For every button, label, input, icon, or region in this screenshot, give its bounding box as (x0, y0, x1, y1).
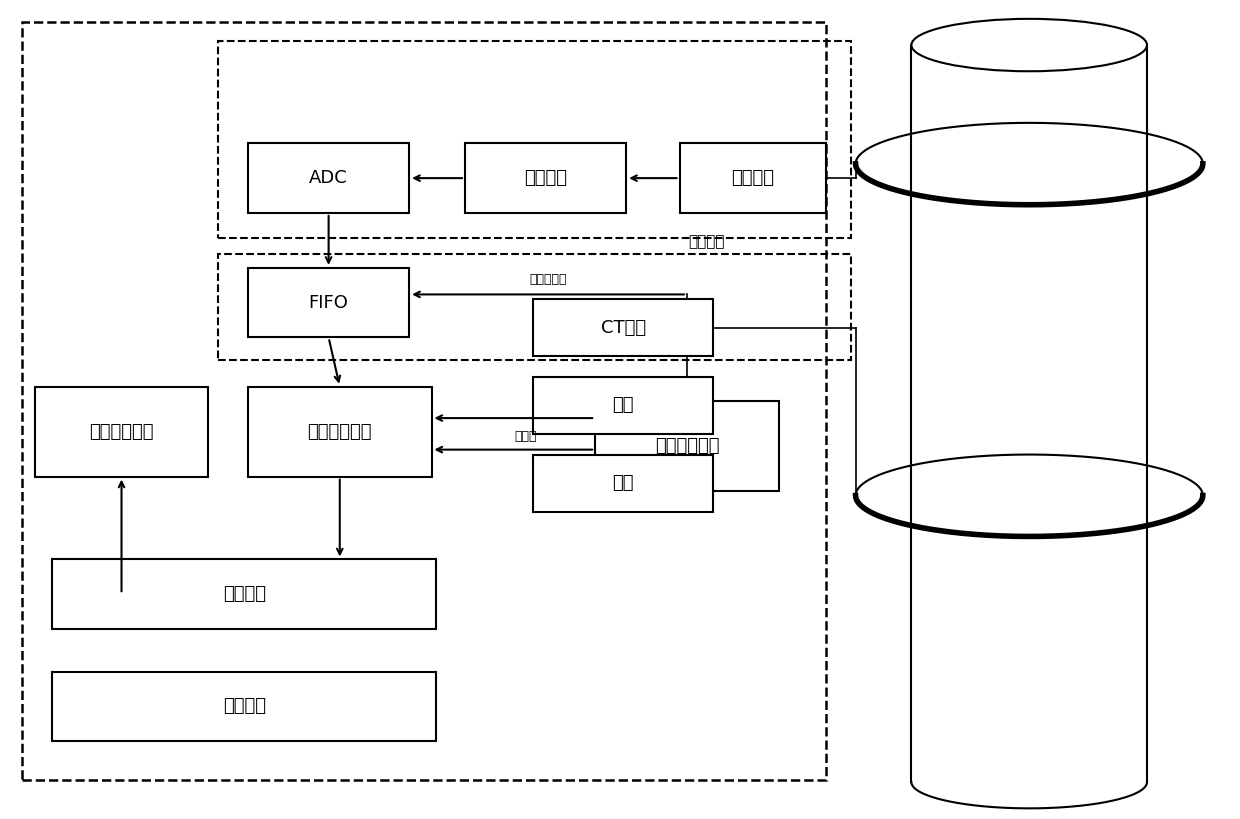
Bar (52, 672, 436, 741)
Bar (680, 143, 826, 213)
Bar (248, 387, 432, 477)
Bar (218, 41, 851, 238)
Bar (595, 401, 779, 491)
Text: CT取电: CT取电 (600, 319, 646, 337)
Ellipse shape (911, 19, 1147, 71)
Bar (465, 143, 626, 213)
Text: 秒同步信号: 秒同步信号 (529, 274, 567, 287)
Bar (533, 299, 713, 356)
Text: 光伏: 光伏 (613, 474, 634, 492)
Text: 电源管理: 电源管理 (223, 698, 265, 715)
Text: 模拟前端: 模拟前端 (525, 170, 567, 187)
Bar (22, 22, 826, 780)
Bar (52, 559, 436, 629)
Bar (533, 455, 713, 512)
Bar (533, 377, 713, 434)
Text: 采样单元: 采样单元 (688, 234, 725, 249)
Text: 电池: 电池 (613, 396, 634, 414)
Text: 时间戳: 时间戳 (515, 430, 537, 443)
Bar (35, 387, 208, 477)
Bar (218, 254, 851, 360)
Text: 数据处理单元: 数据处理单元 (308, 423, 372, 441)
Text: ADC: ADC (309, 170, 348, 187)
Text: 数据存储单元: 数据存储单元 (89, 423, 154, 441)
Text: FIFO: FIFO (309, 294, 348, 311)
Text: 罗氏线圈: 罗氏线圈 (732, 170, 774, 187)
Text: 通讯单元: 通讯单元 (223, 586, 265, 603)
Text: 时间同步单元: 时间同步单元 (655, 437, 719, 455)
Bar (248, 268, 409, 337)
Bar (248, 143, 409, 213)
